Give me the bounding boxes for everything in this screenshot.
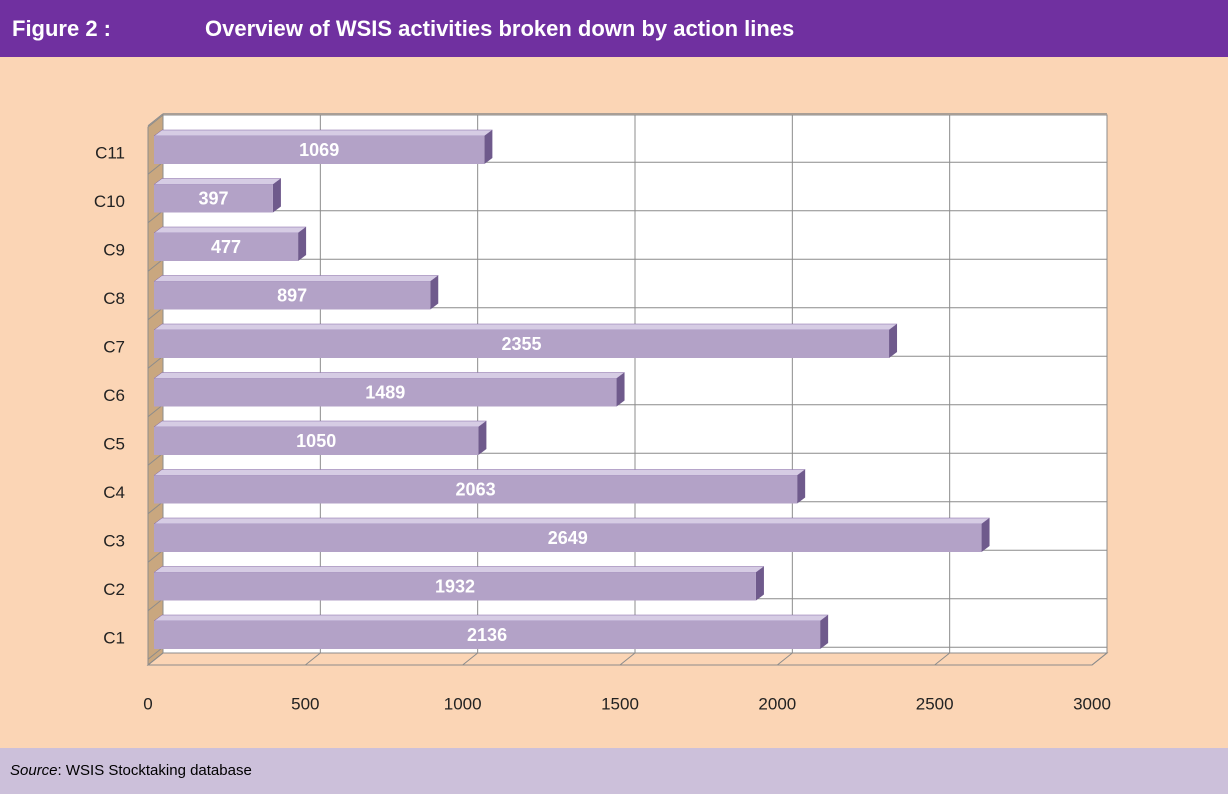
bar	[154, 233, 299, 261]
x-tick-label: 1000	[444, 694, 482, 713]
source-text: : WSIS Stocktaking database	[57, 762, 252, 779]
y-tick-label: C6	[103, 386, 125, 405]
bar-end	[820, 615, 829, 649]
data-label: 1489	[365, 382, 405, 402]
wall-slash	[147, 452, 164, 466]
bar	[154, 281, 431, 310]
footer: Source: WSIS Stocktaking database	[0, 748, 1228, 794]
bar-top	[153, 275, 440, 282]
x-tick-label: 2500	[916, 694, 954, 713]
bar-top	[153, 517, 991, 525]
data-label: 1932	[435, 576, 475, 596]
wall-slash	[147, 598, 164, 612]
bar-top	[153, 323, 898, 331]
bar	[154, 427, 479, 455]
bar-end	[478, 421, 487, 455]
y-tick-label: C3	[103, 531, 125, 550]
floor-grid-line	[305, 652, 321, 666]
header: Figure 2 : Overview of WSIS activities b…	[0, 0, 1228, 57]
bar-end	[616, 372, 625, 407]
bar-end	[484, 130, 493, 164]
floor-grid-line	[462, 652, 478, 666]
floor-grid-line	[619, 652, 636, 666]
bar-end	[889, 324, 898, 358]
wall-slash	[147, 258, 164, 272]
floor-grid-line	[934, 652, 950, 666]
bar-top	[153, 178, 282, 185]
bar-end	[430, 275, 439, 310]
data-label: 2649	[548, 528, 588, 548]
y-tick-label: C11	[95, 143, 125, 162]
wall-slash	[147, 113, 164, 127]
x-tick-label: 500	[291, 694, 319, 713]
data-label: 2355	[501, 334, 541, 354]
wall-slash	[147, 355, 164, 369]
y-tick-label: C5	[103, 434, 125, 453]
y-tick-label: C8	[103, 289, 125, 308]
bar-end	[797, 469, 806, 504]
bar	[154, 475, 798, 504]
data-label: 477	[211, 237, 241, 257]
floor-grid-line	[1091, 652, 1108, 666]
chart: 0 500 1000 1500 2000 2500 3000 C1 2136 C2 1932 C3 26…	[94, 113, 1111, 713]
data-label: 2063	[456, 479, 496, 499]
bar	[154, 330, 890, 358]
figure-label: Figure 2 :	[12, 16, 112, 41]
bar	[154, 136, 485, 164]
bar-top	[153, 420, 488, 428]
y-tick-label: C4	[103, 483, 125, 502]
wall-slash	[147, 549, 164, 563]
bar	[154, 572, 756, 601]
x-tick-label: 0	[143, 694, 152, 713]
data-label: 1069	[299, 140, 339, 160]
bar-top	[153, 129, 494, 137]
x-tick-label: 1500	[601, 694, 639, 713]
bar	[154, 524, 982, 552]
bar-top	[153, 226, 307, 234]
x-tick-label: 2000	[758, 694, 796, 713]
y-tick-label: C10	[94, 192, 125, 211]
y-tick-label: C9	[103, 240, 125, 259]
data-label: 1050	[296, 431, 336, 451]
bar-end	[298, 227, 307, 261]
y-tick-label: C7	[103, 337, 125, 356]
data-label: 397	[198, 188, 228, 208]
data-label: 2136	[467, 625, 507, 645]
bar-end	[755, 566, 764, 601]
y-tick-label: C1	[103, 628, 125, 647]
wall-slash	[147, 501, 164, 515]
source: Source: WSIS Stocktaking database	[10, 762, 252, 779]
wall-slash	[147, 161, 164, 175]
bar-top	[153, 566, 765, 573]
bar	[154, 184, 273, 213]
source-label: Source	[10, 762, 58, 779]
chart-title: Overview of WSIS activities broken down …	[205, 16, 795, 41]
bar-top	[153, 372, 626, 379]
bar	[154, 621, 821, 649]
wall-slash	[147, 307, 164, 321]
data-label: 897	[277, 285, 307, 305]
floor-grid-line	[147, 652, 164, 666]
x-tick-label: 3000	[1073, 694, 1111, 713]
bar-end	[272, 178, 281, 213]
bar-end	[981, 518, 990, 552]
wall-slash	[147, 210, 164, 224]
wall-slash	[147, 404, 164, 418]
y-tick-label: C2	[103, 580, 125, 599]
bar-top	[153, 614, 829, 622]
bar	[154, 378, 617, 407]
bar-top	[153, 469, 806, 476]
wall-slash	[147, 646, 164, 660]
floor-grid-line	[777, 652, 793, 666]
